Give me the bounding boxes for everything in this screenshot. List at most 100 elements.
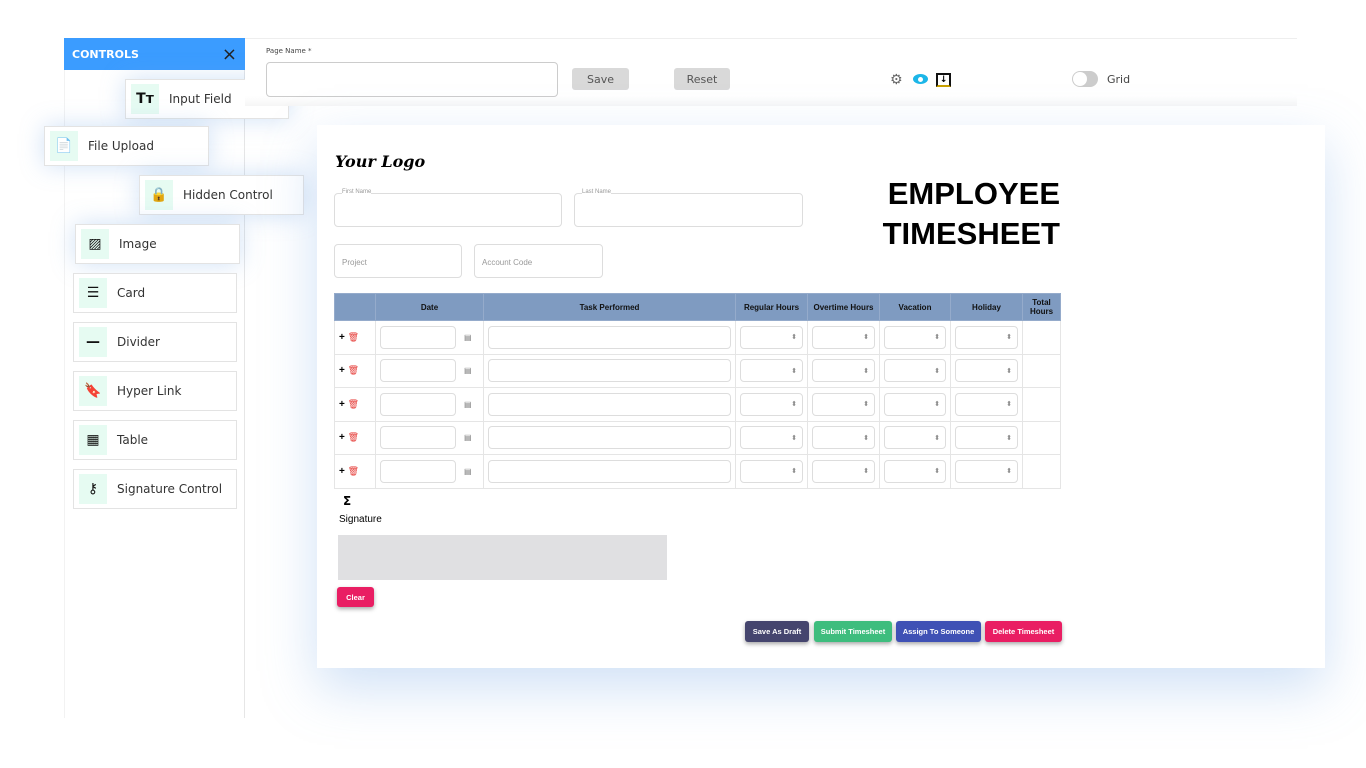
hours-number-input[interactable]: ⬍ bbox=[812, 459, 875, 483]
spinner-icon[interactable]: ⬍ bbox=[863, 468, 869, 476]
last-name-field[interactable]: Last Name bbox=[574, 189, 803, 227]
project-field[interactable]: Project bbox=[334, 244, 462, 278]
delete-row-icon[interactable]: 🗑 bbox=[347, 331, 360, 342]
calendar-icon[interactable]: ▤ bbox=[464, 399, 472, 409]
control-table[interactable]: ▦ Table bbox=[73, 420, 237, 460]
delete-row-icon[interactable]: 🗑 bbox=[347, 365, 360, 376]
column-header: Task Performed bbox=[483, 293, 736, 321]
account-code-field[interactable]: Account Code bbox=[474, 244, 603, 278]
task-input[interactable] bbox=[488, 325, 731, 349]
control-hyperlink[interactable]: 🔖 Hyper Link bbox=[73, 371, 237, 411]
assign-button[interactable]: Assign To Someone bbox=[896, 621, 981, 642]
hours-number-input[interactable]: ⬍ bbox=[740, 392, 803, 416]
clear-button[interactable]: Clear bbox=[337, 587, 374, 607]
table-row: + 🗑 ▤ ⬍ ⬍ ⬍ ⬍ bbox=[334, 420, 1061, 455]
task-input[interactable] bbox=[488, 426, 731, 450]
hours-number-input[interactable]: ⬍ bbox=[812, 359, 875, 383]
spinner-icon[interactable]: ⬍ bbox=[791, 401, 797, 409]
hours-number-input[interactable]: ⬍ bbox=[812, 325, 875, 349]
delete-timesheet-button[interactable]: Delete Timesheet bbox=[985, 621, 1062, 642]
hours-number-input[interactable]: ⬍ bbox=[884, 392, 946, 416]
hours-number-input[interactable]: ⬍ bbox=[955, 359, 1018, 383]
control-file-upload[interactable]: 📄 File Upload bbox=[44, 126, 209, 166]
hours-number-input[interactable]: ⬍ bbox=[955, 325, 1018, 349]
date-input[interactable] bbox=[380, 325, 456, 349]
total-hours-cell bbox=[1022, 320, 1061, 355]
hours-number-input[interactable]: ⬍ bbox=[884, 359, 946, 383]
grid-toggle[interactable] bbox=[1072, 71, 1098, 87]
hours-number-input[interactable]: ⬍ bbox=[740, 325, 803, 349]
hours-number-input[interactable]: ⬍ bbox=[884, 426, 946, 450]
spinner-icon[interactable]: ⬍ bbox=[1006, 468, 1012, 476]
hours-number-input[interactable]: ⬍ bbox=[955, 426, 1018, 450]
spinner-icon[interactable]: ⬍ bbox=[1006, 334, 1012, 342]
add-row-icon[interactable]: + bbox=[339, 331, 345, 343]
date-input[interactable] bbox=[380, 392, 456, 416]
grid-label: Grid bbox=[1107, 73, 1131, 86]
spinner-icon[interactable]: ⬍ bbox=[934, 367, 940, 375]
spinner-icon[interactable]: ⬍ bbox=[934, 468, 940, 476]
task-input[interactable] bbox=[488, 392, 731, 416]
hours-number-input[interactable]: ⬍ bbox=[812, 392, 875, 416]
delete-row-icon[interactable]: 🗑 bbox=[347, 465, 360, 476]
reset-button[interactable]: Reset bbox=[674, 68, 730, 90]
spinner-icon[interactable]: ⬍ bbox=[934, 401, 940, 409]
spinner-icon[interactable]: ⬍ bbox=[863, 367, 869, 375]
spinner-icon[interactable]: ⬍ bbox=[934, 434, 940, 442]
date-input[interactable] bbox=[380, 359, 456, 383]
calendar-icon[interactable]: ▤ bbox=[464, 332, 472, 342]
spinner-icon[interactable]: ⬍ bbox=[863, 434, 869, 442]
date-input[interactable] bbox=[380, 426, 456, 450]
control-image[interactable]: ▨ Image bbox=[75, 224, 240, 264]
control-card[interactable]: ☰ Card bbox=[73, 273, 237, 313]
hours-number-input[interactable]: ⬍ bbox=[812, 426, 875, 450]
download-icon[interactable]: ↓ bbox=[936, 73, 951, 87]
hours-number-input[interactable]: ⬍ bbox=[740, 459, 803, 483]
gear-icon[interactable]: ⚙ bbox=[890, 72, 903, 88]
calendar-icon[interactable]: ▤ bbox=[464, 466, 472, 476]
total-hours-cell bbox=[1022, 454, 1061, 489]
submit-timesheet-button[interactable]: Submit Timesheet bbox=[814, 621, 892, 642]
spinner-icon[interactable]: ⬍ bbox=[1006, 367, 1012, 375]
spinner-icon[interactable]: ⬍ bbox=[791, 468, 797, 476]
date-input[interactable] bbox=[380, 459, 456, 483]
control-signature[interactable]: ⚷ Signature Control bbox=[73, 469, 237, 509]
task-input[interactable] bbox=[488, 459, 731, 483]
calendar-icon[interactable]: ▤ bbox=[464, 366, 472, 376]
spinner-icon[interactable]: ⬍ bbox=[934, 334, 940, 342]
task-input[interactable] bbox=[488, 359, 731, 383]
add-row-icon[interactable]: + bbox=[339, 398, 345, 410]
hours-number-input[interactable]: ⬍ bbox=[740, 359, 803, 383]
page-name-input[interactable] bbox=[266, 62, 558, 97]
spinner-icon[interactable]: ⬍ bbox=[863, 401, 869, 409]
hours-number-input[interactable]: ⬍ bbox=[955, 392, 1018, 416]
hours-number-input[interactable]: ⬍ bbox=[884, 459, 946, 483]
table-row: + 🗑 ▤ ⬍ ⬍ ⬍ ⬍ bbox=[334, 454, 1061, 489]
close-icon[interactable]: × bbox=[221, 43, 237, 65]
hours-number-input[interactable]: ⬍ bbox=[740, 426, 803, 450]
add-row-icon[interactable]: + bbox=[339, 365, 345, 377]
hours-number-input[interactable]: ⬍ bbox=[955, 459, 1018, 483]
spinner-icon[interactable]: ⬍ bbox=[1006, 401, 1012, 409]
control-hidden[interactable]: 🔒 Hidden Control bbox=[139, 175, 304, 215]
control-divider[interactable]: — Divider bbox=[73, 322, 237, 362]
sum-icon[interactable]: Σ bbox=[343, 494, 352, 508]
spinner-icon[interactable]: ⬍ bbox=[791, 367, 797, 375]
spinner-icon[interactable]: ⬍ bbox=[1006, 434, 1012, 442]
spinner-icon[interactable]: ⬍ bbox=[791, 334, 797, 342]
signature-pad[interactable] bbox=[338, 535, 667, 580]
save-button[interactable]: Save bbox=[572, 68, 629, 90]
calendar-icon[interactable]: ▤ bbox=[464, 433, 472, 443]
project-placeholder: Project bbox=[342, 258, 367, 267]
table-row: + 🗑 ▤ ⬍ ⬍ ⬍ ⬍ bbox=[334, 387, 1061, 422]
first-name-field[interactable]: First Name bbox=[334, 189, 562, 227]
add-row-icon[interactable]: + bbox=[339, 465, 345, 477]
hours-number-input[interactable]: ⬍ bbox=[884, 325, 946, 349]
delete-row-icon[interactable]: 🗑 bbox=[347, 432, 360, 443]
delete-row-icon[interactable]: 🗑 bbox=[347, 398, 360, 409]
spinner-icon[interactable]: ⬍ bbox=[791, 434, 797, 442]
save-draft-button[interactable]: Save As Draft bbox=[745, 621, 809, 642]
add-row-icon[interactable]: + bbox=[339, 432, 345, 444]
spinner-icon[interactable]: ⬍ bbox=[863, 334, 869, 342]
eye-icon[interactable] bbox=[913, 74, 928, 84]
